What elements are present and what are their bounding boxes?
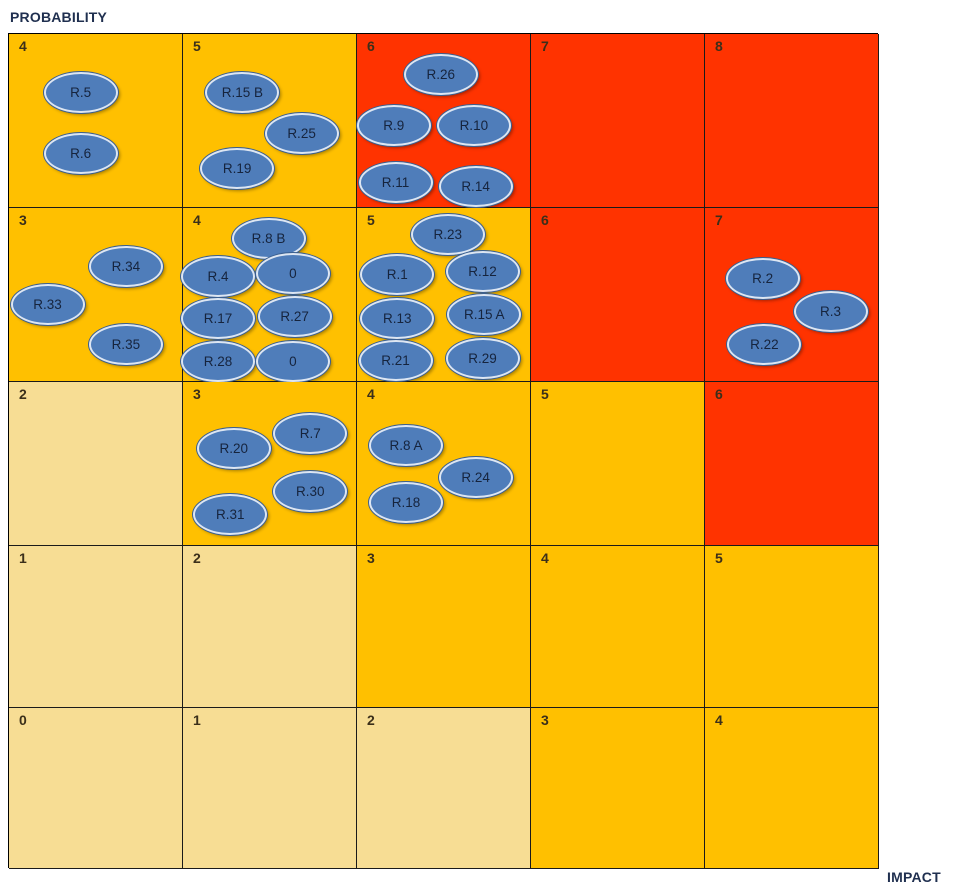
risk-bubble: R.12 (445, 250, 520, 292)
matrix-cell: 4 R.5 R.6 (9, 34, 183, 208)
matrix-cell: 2 (9, 382, 183, 546)
matrix-cell: 6 (531, 208, 705, 382)
cell-score: 3 (19, 212, 27, 228)
risk-bubble: R.18 (368, 482, 443, 524)
matrix-cell: 7 (531, 34, 705, 208)
risk-bubble: R.5 (43, 71, 118, 113)
probability-axis-label: PROBABILITY (10, 9, 108, 25)
risk-bubble: R.8 B (231, 217, 306, 259)
cell-score: 3 (367, 550, 375, 566)
matrix-cell: 4 (705, 708, 879, 869)
cell-score: 6 (541, 212, 549, 228)
risk-bubble: R.11 (358, 162, 433, 204)
cell-score: 1 (19, 550, 27, 566)
cell-score: 6 (367, 38, 375, 54)
risk-matrix-grid: 4 R.5 R.6 5 R.15 B R.25 R.19 6 R.26 R.9 R.10 R.11 R.… (8, 33, 879, 869)
risk-bubble: R.22 (727, 323, 802, 365)
risk-bubble: R.4 (181, 256, 256, 298)
risk-bubble: R.31 (193, 493, 268, 535)
cell-score: 2 (193, 550, 201, 566)
matrix-cell: 2 (357, 708, 531, 869)
cell-score: 5 (367, 212, 375, 228)
cell-score: 4 (193, 212, 201, 228)
cell-score: 3 (193, 386, 201, 402)
matrix-cell: 0 (9, 708, 183, 869)
cell-score: 4 (19, 38, 27, 54)
matrix-cell: 2 (183, 546, 357, 708)
risk-bubble: R.24 (438, 457, 513, 499)
cell-score: 7 (715, 212, 723, 228)
cell-score: 0 (19, 712, 27, 728)
risk-bubble: R.15 B (205, 71, 280, 113)
cell-score: 2 (367, 712, 375, 728)
risk-bubble: R.13 (360, 297, 435, 339)
matrix-cell: 5 (705, 546, 879, 708)
cell-score: 4 (367, 386, 375, 402)
risk-bubble: R.6 (43, 132, 118, 174)
risk-bubble: R.15 A (447, 294, 522, 336)
cell-score: 8 (715, 38, 723, 54)
risk-bubble: R.29 (445, 337, 520, 379)
risk-bubble: 0 (255, 341, 330, 383)
cell-score: 6 (715, 386, 723, 402)
matrix-cell: 3 R.34 R.33 R.35 (9, 208, 183, 382)
risk-bubble: R.19 (200, 148, 275, 190)
risk-bubble: R.27 (257, 296, 332, 338)
risk-bubble: R.9 (356, 104, 431, 146)
matrix-cell: 3 (531, 708, 705, 869)
risk-bubble: R.30 (273, 470, 348, 512)
matrix-cell: 8 (705, 34, 879, 208)
risk-bubble: R.10 (436, 104, 511, 146)
matrix-cell: 4 R.8 B R.4 0 R.17 R.27 R.28 0 (181, 208, 357, 383)
risk-bubble: R.7 (273, 413, 348, 455)
risk-bubble: R.33 (10, 283, 85, 325)
cell-score: 5 (193, 38, 201, 54)
matrix-cell: 4 (531, 546, 705, 708)
cell-score: 2 (19, 386, 27, 402)
cell-score: 3 (541, 712, 549, 728)
risk-bubble: R.3 (793, 290, 868, 332)
matrix-cell: 1 (9, 546, 183, 708)
cell-score: 4 (541, 550, 549, 566)
cell-score: 5 (541, 386, 549, 402)
matrix-cell: 4 R.8 A R.24 R.18 (357, 382, 531, 546)
matrix-cell: 6 (705, 382, 879, 546)
risk-bubble: R.20 (196, 427, 271, 469)
risk-bubble: R.8 A (368, 424, 443, 466)
matrix-cell: 3 R.20 R.7 R.30 R.31 (183, 382, 357, 546)
risk-bubble: R.2 (725, 257, 800, 299)
matrix-cell: 5 R.23 R.1 R.12 R.13 R.15 A R.21 R.29 (357, 208, 531, 382)
matrix-cell: 5 (531, 382, 705, 546)
risk-bubble: R.35 (88, 323, 163, 365)
risk-bubble: R.34 (88, 245, 163, 287)
risk-bubble: R.26 (403, 54, 478, 96)
risk-bubble: R.1 (360, 254, 435, 296)
risk-bubble: R.17 (181, 297, 256, 339)
matrix-cell: 3 (357, 546, 531, 708)
risk-bubble: R.23 (410, 214, 485, 256)
risk-bubble: R.21 (358, 339, 433, 381)
cell-score: 4 (715, 712, 723, 728)
risk-bubble: 0 (255, 252, 330, 294)
cell-score: 5 (715, 550, 723, 566)
matrix-cell: 7 R.2 R.3 R.22 (705, 208, 879, 382)
cell-score: 7 (541, 38, 549, 54)
matrix-cell: 5 R.15 B R.25 R.19 (183, 34, 357, 208)
risk-bubble: R.28 (181, 341, 256, 383)
cell-score: 1 (193, 712, 201, 728)
risk-bubble: R.14 (438, 165, 513, 207)
risk-bubble: R.25 (264, 113, 339, 155)
matrix-cell: 1 (183, 708, 357, 869)
impact-axis-label: IMPACT (887, 869, 941, 885)
matrix-cell: 6 R.26 R.9 R.10 R.11 R.14 (356, 34, 531, 208)
